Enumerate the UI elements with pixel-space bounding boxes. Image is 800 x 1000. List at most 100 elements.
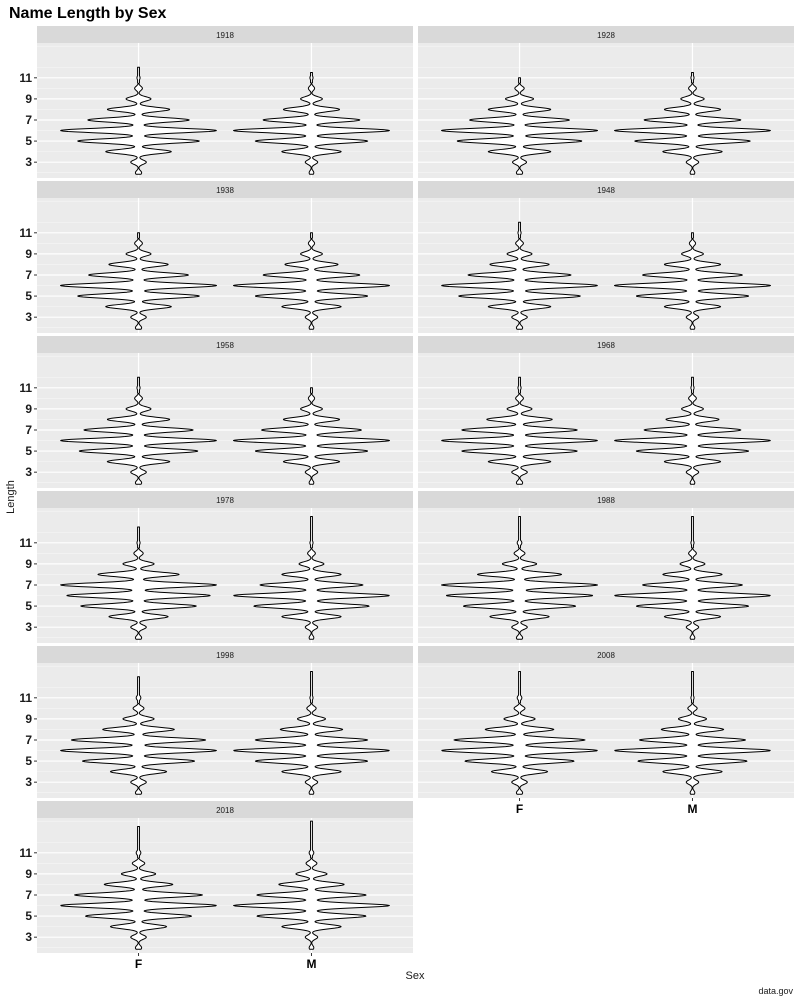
facet-strip-label: 2018 — [216, 806, 234, 815]
violin-F — [441, 77, 599, 175]
y-tick-label: 9 — [25, 867, 32, 881]
violin-F — [60, 232, 218, 330]
y-tick-label: 3 — [25, 620, 32, 634]
facet-panel-1928: 1928 — [418, 26, 794, 178]
x-tick-label: F — [516, 802, 523, 816]
facet-strip — [37, 26, 413, 43]
y-tick-label: 5 — [25, 134, 32, 148]
x-tick-label: M — [687, 802, 697, 816]
panel-background — [418, 198, 794, 333]
x-axis-title: Sex — [406, 970, 425, 982]
violin-M — [233, 670, 390, 795]
violin-M — [233, 820, 390, 950]
facet-strip — [37, 646, 413, 663]
facet-strip-label: 1968 — [597, 341, 615, 350]
y-tick-label: 3 — [25, 310, 32, 324]
violin-M — [614, 376, 771, 485]
panel-background — [37, 43, 413, 178]
chart-caption: data.gov — [758, 986, 793, 996]
y-tick-label: 9 — [25, 402, 32, 416]
y-tick-label: 5 — [25, 289, 32, 303]
y-tick-label: 3 — [25, 775, 32, 789]
facet-panels: 1918357911192819383579111948195835791119… — [19, 26, 794, 971]
y-tick-label: 5 — [25, 444, 32, 458]
x-tick-label: F — [135, 957, 142, 971]
panel-background — [418, 43, 794, 178]
facet-strip — [37, 336, 413, 353]
panel-background — [37, 508, 413, 643]
y-tick-label: 5 — [25, 599, 32, 613]
facet-strip — [418, 26, 794, 43]
y-tick-label: 3 — [25, 465, 32, 479]
violin-M — [233, 72, 390, 175]
facet-panel-1938: 1938 3 5 7 9 11 — [19, 181, 413, 333]
violin-F — [441, 376, 598, 485]
y-tick-label: 11 — [19, 71, 32, 85]
y-tick-label: 5 — [25, 754, 32, 768]
facet-strip — [418, 491, 794, 508]
facet-strip — [418, 181, 794, 198]
facet-strip-label: 1998 — [216, 651, 234, 660]
violin-M — [614, 515, 771, 640]
y-tick-label: 7 — [25, 733, 32, 747]
violin-F — [441, 670, 598, 795]
violin-F — [60, 66, 217, 175]
facet-strip — [418, 646, 794, 663]
y-tick-label: 9 — [25, 247, 32, 261]
facet-panel-2008: 2008 F M — [418, 646, 794, 816]
facet-strip-label: 1918 — [216, 31, 234, 40]
facet-strip-label: 2008 — [597, 651, 615, 660]
panel-background — [37, 663, 413, 798]
y-tick-label: 5 — [25, 909, 32, 923]
facet-strip-label: 1958 — [216, 341, 234, 350]
facet-strip — [37, 801, 413, 818]
panel-background — [37, 198, 413, 333]
y-tick-label: 11 — [19, 381, 32, 395]
facet-panel-1978: 1978 3 5 7 9 11 — [19, 491, 413, 643]
y-tick-label: 11 — [19, 226, 32, 240]
violin-M — [232, 232, 390, 330]
y-tick-label: 9 — [25, 557, 32, 571]
y-tick-label: 9 — [25, 712, 32, 726]
facet-strip-label: 1948 — [597, 186, 615, 195]
y-tick-label: 3 — [25, 930, 32, 944]
facet-strip-label: 1928 — [597, 31, 615, 40]
violin-M — [613, 232, 771, 330]
facet-panel-1948: 1948 — [418, 181, 794, 333]
y-tick-label: 7 — [25, 423, 32, 437]
facet-strip-label: 1938 — [216, 186, 234, 195]
y-tick-label: 11 — [19, 691, 32, 705]
facet-panel-1968: 1968 — [418, 336, 794, 488]
facet-strip — [37, 491, 413, 508]
y-axis-title: Length — [5, 480, 17, 514]
facet-panel-1998: 1998 3 5 7 9 11 — [19, 646, 413, 798]
violin-M — [233, 515, 390, 640]
y-tick-label: 7 — [25, 113, 32, 127]
facet-strip — [418, 336, 794, 353]
panel-background — [37, 818, 413, 953]
violin-F — [60, 825, 217, 950]
violin-M — [232, 387, 390, 485]
facet-panel-1918: 1918 3 5 7 9 11 — [19, 26, 413, 178]
panel-background — [418, 353, 794, 488]
violin-F — [441, 221, 598, 330]
violin-M — [614, 72, 771, 175]
x-tick-label: M — [306, 957, 316, 971]
y-tick-label: 9 — [25, 92, 32, 106]
y-tick-label: 7 — [25, 888, 32, 902]
facet-panel-1958: 1958 3 5 7 9 11 — [19, 336, 413, 488]
facet-strip-label: 1978 — [216, 496, 234, 505]
facet-panel-1988: 1988 — [418, 491, 794, 643]
violin-F — [60, 526, 217, 640]
panel-background — [37, 353, 413, 488]
y-tick-label: 7 — [25, 578, 32, 592]
violin-F — [60, 376, 217, 485]
facet-strip-label: 1988 — [597, 496, 615, 505]
y-tick-label: 11 — [19, 846, 32, 860]
y-tick-label: 11 — [19, 536, 32, 550]
panel-background — [418, 663, 794, 798]
violin-F — [441, 515, 599, 640]
violin-M — [614, 670, 771, 795]
chart-title: Name Length by Sex — [9, 5, 166, 22]
